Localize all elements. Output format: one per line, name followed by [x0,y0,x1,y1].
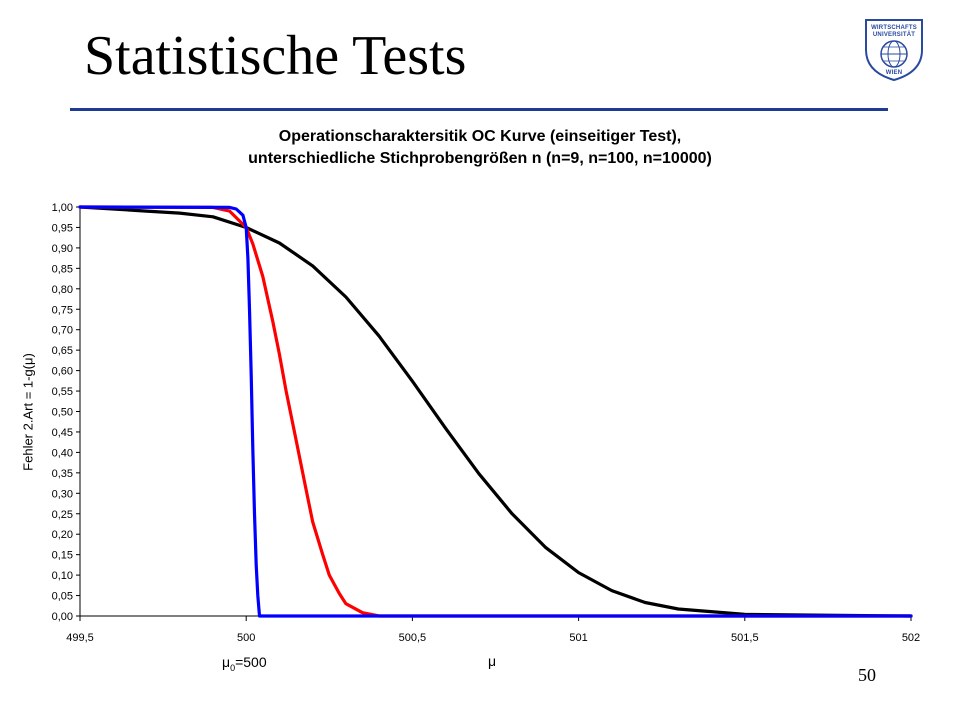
y-tick-label: 1,00 [52,202,73,214]
slide-title: Statistische Tests [84,25,467,87]
y-tick-label: 0,00 [52,611,73,623]
mu0-annotation: μ0=500 [222,654,267,673]
page-number: 50 [858,665,876,685]
y-tick-label: 0,20 [52,529,73,541]
series-line-n9 [78,205,913,618]
logo-text-line-1: WIRTSCHAFTS [871,25,917,31]
logo-text-line-3: WIEN [885,70,903,76]
y-tick-label: 0,60 [52,366,73,378]
x-tick-label: 501 [569,632,587,644]
x-tick-label: 501,5 [731,632,759,644]
series-line-n100 [78,205,913,618]
y-tick-label: 0,30 [52,488,73,500]
y-tick-label: 0,80 [52,284,73,296]
chart-subtitle: unterschiedliche Stichprobengrößen n (n=… [248,150,712,167]
university-seal-icon [865,19,923,82]
chart-title: Operationscharaktersitik OC Kurve (einse… [278,128,682,145]
chart-title-block: Operationscharaktersitik OC Kurve (einse… [150,126,810,170]
mu0-value: =500 [235,654,267,670]
mu0-subscript: 0 [230,662,236,673]
y-tick-label: 0,05 [52,591,73,603]
y-tick-label: 0,65 [52,345,73,357]
mu0-symbol: μ [222,654,231,670]
y-tick-label: 0,45 [52,427,73,439]
y-tick-label: 0,55 [52,386,73,398]
x-axis-label: μ [488,653,497,669]
x-tick-label: 499,5 [66,632,94,644]
x-tick-label: 500,5 [399,632,427,644]
y-tick-label: 0,50 [52,407,73,419]
y-tick-label: 0,10 [52,570,73,582]
x-tick-label: 500 [237,632,255,644]
title-divider [70,108,888,111]
y-tick-label: 0,25 [52,509,73,521]
y-tick-label: 0,35 [52,468,73,480]
series-line-n10000 [78,205,913,618]
y-tick-label: 0,95 [52,222,73,234]
y-tick-label: 0,15 [52,550,73,562]
y-tick-label: 0,40 [52,447,73,459]
logo-text-line-2: UNIVERSITÄT [872,32,916,38]
x-tick-label: 502 [902,632,920,644]
university-logo: WIRTSCHAFTS UNIVERSITÄT WIEN [862,16,926,82]
y-tick-label: 0,85 [52,263,73,275]
y-tick-label: 0,70 [52,325,73,337]
y-tick-label: 0,75 [52,304,73,316]
y-tick-label: 0,90 [52,243,73,255]
